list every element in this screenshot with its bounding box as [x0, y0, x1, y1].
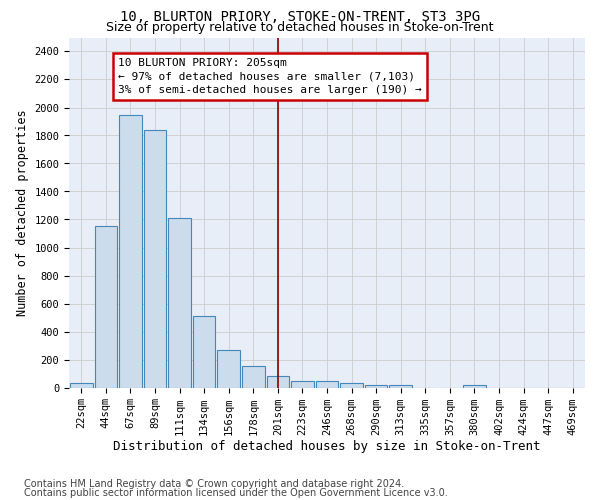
Bar — [217, 350, 240, 388]
Bar — [365, 384, 388, 388]
Text: 10 BLURTON PRIORY: 205sqm
← 97% of detached houses are smaller (7,103)
3% of sem: 10 BLURTON PRIORY: 205sqm ← 97% of detac… — [118, 58, 422, 95]
Bar — [70, 384, 92, 388]
Bar — [266, 376, 289, 388]
Bar — [193, 316, 215, 388]
Bar — [95, 226, 117, 388]
Text: 10, BLURTON PRIORY, STOKE-ON-TRENT, ST3 3PG: 10, BLURTON PRIORY, STOKE-ON-TRENT, ST3 … — [120, 10, 480, 24]
Bar — [143, 130, 166, 388]
Bar — [463, 384, 486, 388]
Bar — [168, 218, 191, 388]
X-axis label: Distribution of detached houses by size in Stoke-on-Trent: Distribution of detached houses by size … — [113, 440, 541, 454]
Y-axis label: Number of detached properties: Number of detached properties — [16, 109, 29, 316]
Bar — [291, 380, 314, 388]
Text: Contains HM Land Registry data © Crown copyright and database right 2024.: Contains HM Land Registry data © Crown c… — [24, 479, 404, 489]
Bar — [340, 384, 363, 388]
Bar — [316, 381, 338, 388]
Bar — [119, 114, 142, 388]
Text: Contains public sector information licensed under the Open Government Licence v3: Contains public sector information licen… — [24, 488, 448, 498]
Text: Size of property relative to detached houses in Stoke-on-Trent: Size of property relative to detached ho… — [106, 22, 494, 35]
Bar — [389, 386, 412, 388]
Bar — [242, 366, 265, 388]
